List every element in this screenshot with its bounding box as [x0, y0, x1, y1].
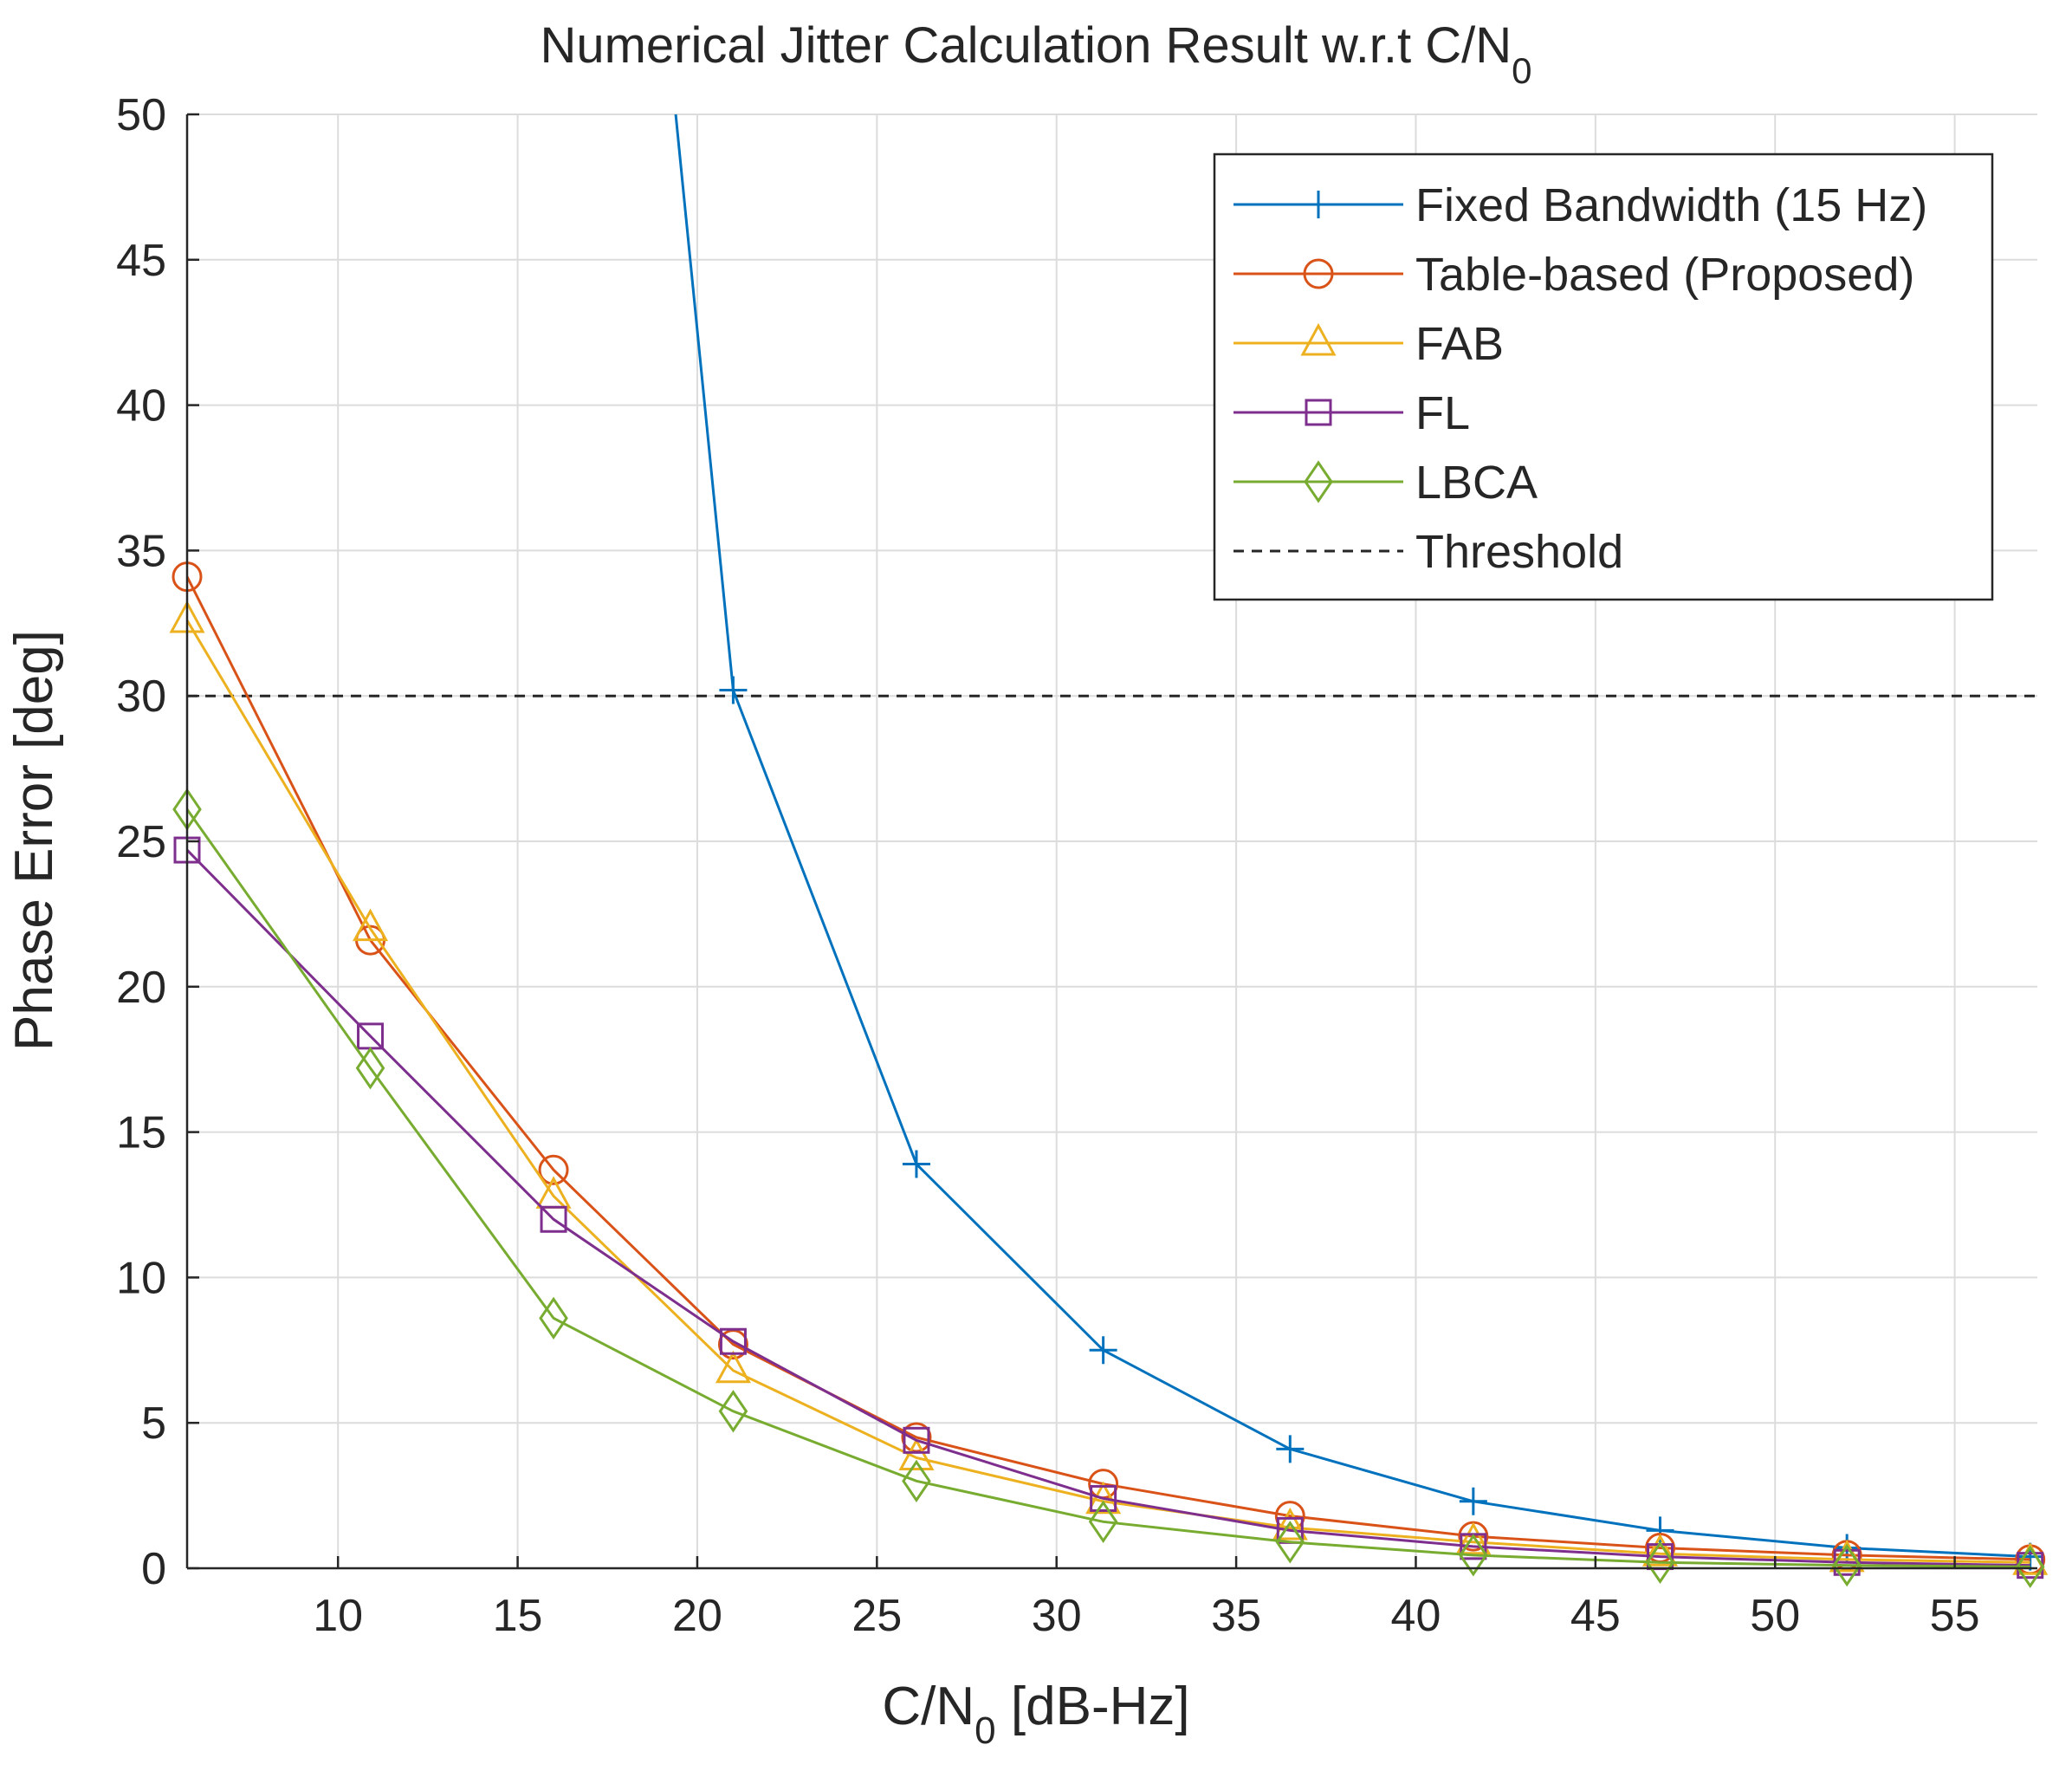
series-2-point-5: [1085, 1481, 1122, 1515]
x-tick-label-35: 35: [1211, 1591, 1261, 1641]
series-4-point-4: [902, 1459, 931, 1502]
x-axis-label-subscript: 0: [974, 1709, 995, 1752]
x-tick-label-25: 25: [851, 1591, 902, 1641]
y-tick-label-10: 10: [116, 1253, 166, 1303]
series-2-point-4: [898, 1437, 935, 1470]
series-4-point-2: [539, 1296, 568, 1340]
legend-entry-2: FAB: [1233, 318, 1504, 370]
series-4-point-3: [718, 1390, 748, 1433]
x-axis-label-suffix: [dB-Hz]: [996, 1677, 1190, 1736]
series-4-point-10: [2015, 1545, 2045, 1588]
x-tick-label-20: 20: [672, 1591, 722, 1641]
x-tick-label-40: 40: [1391, 1591, 1441, 1641]
y-tick-label-5: 5: [141, 1398, 166, 1449]
legend-entry-5: Threshold: [1233, 526, 1623, 578]
series-4-point-8: [1645, 1541, 1675, 1584]
legend-label-2: FAB: [1415, 318, 1504, 370]
legend-entry-3: FL: [1233, 387, 1470, 439]
series-4-point-7: [1459, 1534, 1488, 1577]
x-tick-label-15: 15: [493, 1591, 543, 1641]
legend-label-3: FL: [1415, 387, 1470, 439]
legend-entry-4: LBCA: [1233, 457, 1538, 509]
x-tick-label-55: 55: [1930, 1591, 1980, 1641]
series-3-point-3: [719, 1327, 747, 1355]
series-2-point-6: [1272, 1507, 1308, 1541]
legend-label-4: LBCA: [1415, 457, 1538, 509]
x-axis-label-main: C/N: [882, 1677, 974, 1736]
series-4-point-1: [355, 1047, 385, 1090]
y-tick-label-45: 45: [116, 236, 166, 286]
series-line-3: [185, 849, 2030, 1567]
y-tick-label-40: 40: [116, 381, 166, 431]
y-tick-label-0: 0: [141, 1544, 166, 1594]
series-0-point-4: [1276, 1435, 1305, 1463]
series-3-point-5: [1090, 1484, 1117, 1512]
legend: Fixed Bandwidth (15 Hz) Table-based (Prop…: [1213, 152, 1994, 601]
chart-title: Numerical Jitter Calculation Result w.r.…: [540, 17, 1531, 91]
y-tick-label-25: 25: [116, 817, 166, 867]
x-tick-labels: 10 15 20 25 30 35 40 45 50 55: [313, 1591, 1979, 1641]
x-tick-label-50: 50: [1750, 1591, 1800, 1641]
y-tick-label-15: 15: [116, 1108, 166, 1158]
legend-label-1: Table-based (Proposed): [1415, 249, 1914, 301]
chart-title-main: Numerical Jitter Calculation Result w.r.…: [540, 17, 1512, 74]
legend-marker-0: [1305, 191, 1332, 218]
chart-title-subscript: 0: [1512, 50, 1531, 91]
legend-box: [1213, 152, 1994, 601]
y-tick-label-35: 35: [116, 526, 166, 576]
y-tick-labels: 0 5 10 15 20 25 30 35 40 45 50: [116, 90, 166, 1594]
series-4-point-5: [1088, 1500, 1118, 1543]
series-3-point-4: [903, 1426, 930, 1454]
series-0-point-6: [1646, 1516, 1674, 1545]
x-tick-label-45: 45: [1570, 1591, 1621, 1641]
y-tick-label-30: 30: [116, 671, 166, 722]
legend-marker-2: [1300, 322, 1337, 356]
series-0-point-1: [719, 676, 748, 704]
y-axis-label: Phase Error [deg]: [4, 630, 64, 1051]
legend-marker-1: [1303, 258, 1334, 289]
series-2-point-8: [1641, 1534, 1679, 1567]
series-2-point-7: [1455, 1521, 1492, 1555]
series-4-point-6: [1275, 1521, 1305, 1564]
y-tick-label-50: 50: [116, 90, 166, 140]
legend-label-0: Fixed Bandwidth (15 Hz): [1415, 179, 1927, 231]
legend-entry-1: Table-based (Proposed): [1233, 249, 1914, 301]
series-2-point-1: [352, 908, 389, 942]
axes: [185, 113, 2037, 1570]
legend-marker-4: [1304, 460, 1333, 503]
x-axis-label: C/N0 [dB-Hz]: [882, 1677, 1189, 1752]
legend-marker-3: [1305, 399, 1332, 426]
y-tick-label-20: 20: [116, 963, 166, 1013]
series-line-4: [185, 808, 2030, 1568]
series-layer: [169, 114, 2049, 1588]
series-0-point-5: [1459, 1487, 1487, 1515]
series-1-point-2: [538, 1154, 569, 1185]
series-3-point-2: [540, 1205, 567, 1233]
x-tick-label-30: 30: [1032, 1591, 1082, 1641]
legend-label-5: Threshold: [1415, 526, 1623, 578]
legend-entry-0: Fixed Bandwidth (15 Hz): [1233, 179, 1927, 231]
series-0-point-3: [1089, 1336, 1117, 1365]
series-4: [172, 788, 2045, 1588]
series-2-point-3: [715, 1350, 751, 1384]
x-tick-label-10: 10: [313, 1591, 363, 1641]
series-0-point-2: [902, 1150, 930, 1178]
series-4-point-9: [1832, 1543, 1862, 1587]
